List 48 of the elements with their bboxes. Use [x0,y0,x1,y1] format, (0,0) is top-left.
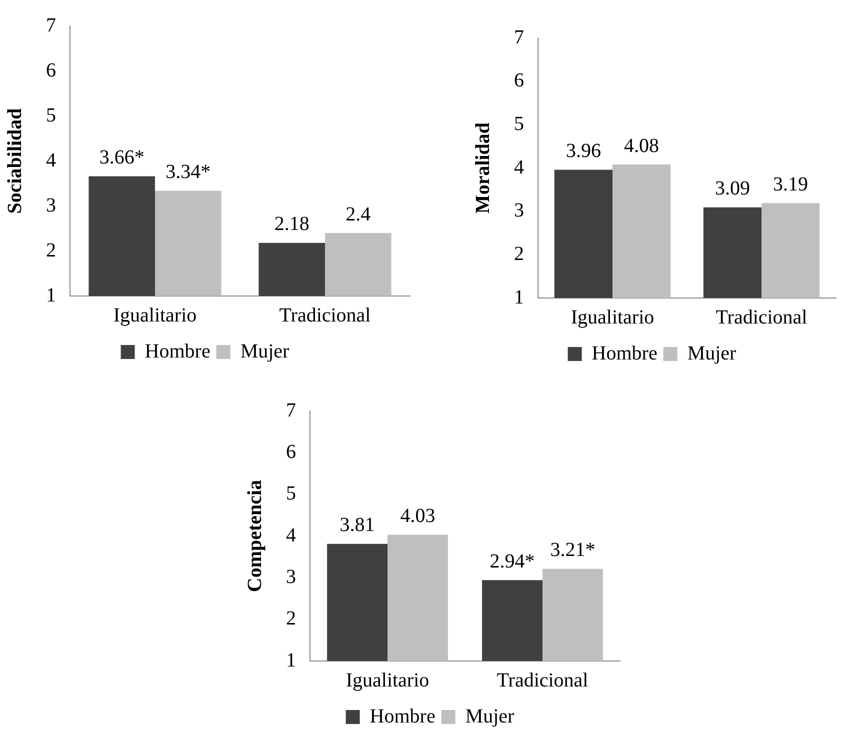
data-label: 3.19 [773,173,808,196]
data-label: 3.09 [714,178,750,200]
data-label: 4.08 [624,134,660,157]
x-tick-label: Tradicional [716,306,808,328]
y-tick-label: 4 [46,149,56,172]
y-tick-label: 7 [46,14,56,36]
data-label: 3.81 [340,514,375,536]
legend-label: Mujer [687,342,737,364]
y-tick-label: 4 [514,156,524,178]
y-tick-label: 7 [286,399,296,422]
y-tick-label: 5 [46,104,56,126]
data-label: 2.18 [274,213,310,236]
y-tick-label: 6 [46,59,56,82]
data-label: 3.21* [550,539,596,562]
x-tick-label: Igualitario [113,304,197,326]
data-label: 3.34* [166,160,211,183]
legend-label: Mujer [465,705,515,728]
y-tick-label: 7 [514,26,524,48]
data-label: 4.03 [400,505,436,527]
data-label: 3.96 [566,140,601,162]
y-tick-label: 4 [286,524,296,546]
legend-label: Mujer [240,340,290,362]
x-tick-label: Igualitario [570,306,654,328]
legend-label: Hombre [592,342,658,364]
y-axis-title: Sociabilidad [4,108,26,214]
y-tick-label: 6 [514,70,524,92]
y-tick-label: 5 [286,482,296,505]
y-tick-label: 3 [46,194,56,216]
y-tick-label: 1 [286,649,296,672]
y-tick-label: 6 [286,440,296,463]
y-tick-label: 5 [514,112,524,135]
y-axis-title: Competencia [244,480,266,592]
y-tick-label: 1 [46,284,56,306]
data-label: 2.4 [346,203,371,226]
y-tick-label: 2 [46,239,56,262]
legend-label: Hombre [370,705,436,728]
y-tick-label: 2 [514,242,524,265]
x-tick-label: Tradicional [279,304,372,326]
y-tick-label: 2 [286,608,296,630]
x-tick-label: Igualitario [346,669,430,692]
data-label: 3.66* [99,146,144,169]
data-label: 2.94* [490,550,535,572]
y-tick-label: 3 [286,566,296,588]
y-tick-label: 1 [514,286,524,308]
legend-label: Hombre [144,340,210,362]
y-tick-label: 3 [514,200,524,222]
y-axis-title: Moralidad [472,122,494,214]
x-tick-label: Tradicional [496,669,589,692]
